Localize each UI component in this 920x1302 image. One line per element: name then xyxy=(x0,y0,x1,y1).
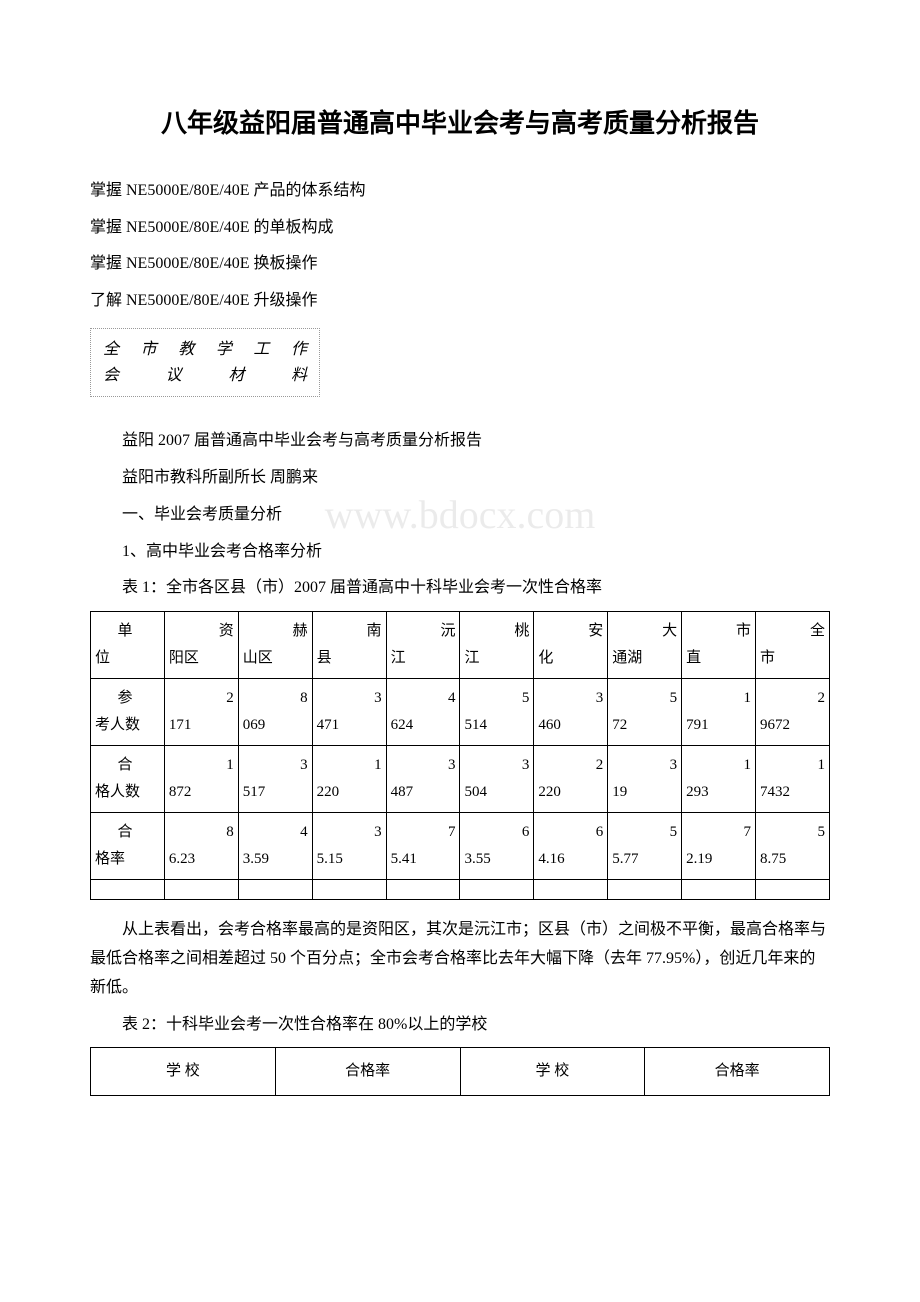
col-header: 安化 xyxy=(534,612,608,679)
table-pass-rate-by-district: 单位 资阳区 赫山区 南县 沅江 桃江 安化 大通湖 市直 全市 参考人数 21… xyxy=(90,611,830,900)
row-header: 参考人数 xyxy=(91,679,165,746)
col-header: 全市 xyxy=(756,612,830,679)
cell: 75.41 xyxy=(386,813,460,880)
cell xyxy=(386,880,460,900)
cell: 319 xyxy=(608,746,682,813)
cell: 72.19 xyxy=(682,813,756,880)
bullet-item: 了解 NE5000E/80E/40E 升级操作 xyxy=(90,287,830,316)
cell: 29672 xyxy=(756,679,830,746)
bullet-list: 掌握 NE5000E/80E/40E 产品的体系结构 掌握 NE5000E/80… xyxy=(90,177,830,316)
col-header: 南县 xyxy=(312,612,386,679)
cell: 17432 xyxy=(756,746,830,813)
subsection-heading: 1、高中毕业会考合格率分析 xyxy=(90,538,830,567)
cell: 63.55 xyxy=(460,813,534,880)
cell: 3471 xyxy=(312,679,386,746)
cell xyxy=(608,880,682,900)
cell xyxy=(312,880,386,900)
cell: 43.59 xyxy=(238,813,312,880)
row-header: 合格人数 xyxy=(91,746,165,813)
cell xyxy=(164,880,238,900)
cell: 1293 xyxy=(682,746,756,813)
col-header: 赫山区 xyxy=(238,612,312,679)
table-row: 合格率 86.23 43.59 35.15 75.41 63.55 64.16 … xyxy=(91,813,830,880)
cell: 3487 xyxy=(386,746,460,813)
col-header: 合格率 xyxy=(645,1048,830,1096)
cell xyxy=(91,880,165,900)
table-row: 参考人数 2171 8069 3471 4624 5514 3460 572 1… xyxy=(91,679,830,746)
cell: 5514 xyxy=(460,679,534,746)
cell xyxy=(460,880,534,900)
meeting-material-box: 全市教学工作 会议材料 xyxy=(90,328,320,397)
cell xyxy=(682,880,756,900)
cell xyxy=(534,880,608,900)
col-header: 大通湖 xyxy=(608,612,682,679)
table-row xyxy=(91,880,830,900)
cell: 35.15 xyxy=(312,813,386,880)
document-title: 八年级益阳届普通高中毕业会考与高考质量分析报告 xyxy=(90,100,830,147)
cell: 1872 xyxy=(164,746,238,813)
col-header: 沅江 xyxy=(386,612,460,679)
col-header: 学 校 xyxy=(91,1048,276,1096)
cell: 3460 xyxy=(534,679,608,746)
cell: 1791 xyxy=(682,679,756,746)
cell: 64.16 xyxy=(534,813,608,880)
cell: 58.75 xyxy=(756,813,830,880)
table-caption: 表 2：十科毕业会考一次性合格率在 80%以上的学校 xyxy=(90,1011,830,1040)
col-header: 资阳区 xyxy=(164,612,238,679)
col-header: 学 校 xyxy=(460,1048,645,1096)
cell: 572 xyxy=(608,679,682,746)
row-header: 合格率 xyxy=(91,813,165,880)
cell: 8069 xyxy=(238,679,312,746)
cell: 4624 xyxy=(386,679,460,746)
bullet-item: 掌握 NE5000E/80E/40E 产品的体系结构 xyxy=(90,177,830,206)
table-caption: 表 1：全市各区县（市）2007 届普通高中十科毕业会考一次性合格率 xyxy=(90,574,830,603)
analysis-paragraph: 从上表看出，会考合格率最高的是资阳区，其次是沅江市；区县（市）之间极不平衡，最高… xyxy=(90,916,830,1002)
cell: 2171 xyxy=(164,679,238,746)
cell: 2220 xyxy=(534,746,608,813)
cell: 3517 xyxy=(238,746,312,813)
section-heading: 一、毕业会考质量分析 xyxy=(90,501,830,530)
meeting-box-line: 全市教学工作 xyxy=(103,337,307,363)
table-row: 学 校 合格率 学 校 合格率 xyxy=(91,1048,830,1096)
table-row: 单位 资阳区 赫山区 南县 沅江 桃江 安化 大通湖 市直 全市 xyxy=(91,612,830,679)
bullet-item: 掌握 NE5000E/80E/40E 的单板构成 xyxy=(90,214,830,243)
col-header: 市直 xyxy=(682,612,756,679)
meeting-box-line: 会议材料 xyxy=(103,363,307,389)
intro-line: 益阳市教科所副所长 周鹏来 xyxy=(90,464,830,493)
cell: 86.23 xyxy=(164,813,238,880)
col-header: 桃江 xyxy=(460,612,534,679)
row-header: 单位 xyxy=(91,612,165,679)
bullet-item: 掌握 NE5000E/80E/40E 换板操作 xyxy=(90,250,830,279)
cell: 3504 xyxy=(460,746,534,813)
intro-line: 益阳 2007 届普通高中毕业会考与高考质量分析报告 xyxy=(90,427,830,456)
col-header: 合格率 xyxy=(275,1048,460,1096)
cell: 1220 xyxy=(312,746,386,813)
cell xyxy=(238,880,312,900)
cell xyxy=(756,880,830,900)
table-row: 合格人数 1872 3517 1220 3487 3504 2220 319 1… xyxy=(91,746,830,813)
cell: 55.77 xyxy=(608,813,682,880)
table-schools-above-80: 学 校 合格率 学 校 合格率 xyxy=(90,1047,830,1096)
